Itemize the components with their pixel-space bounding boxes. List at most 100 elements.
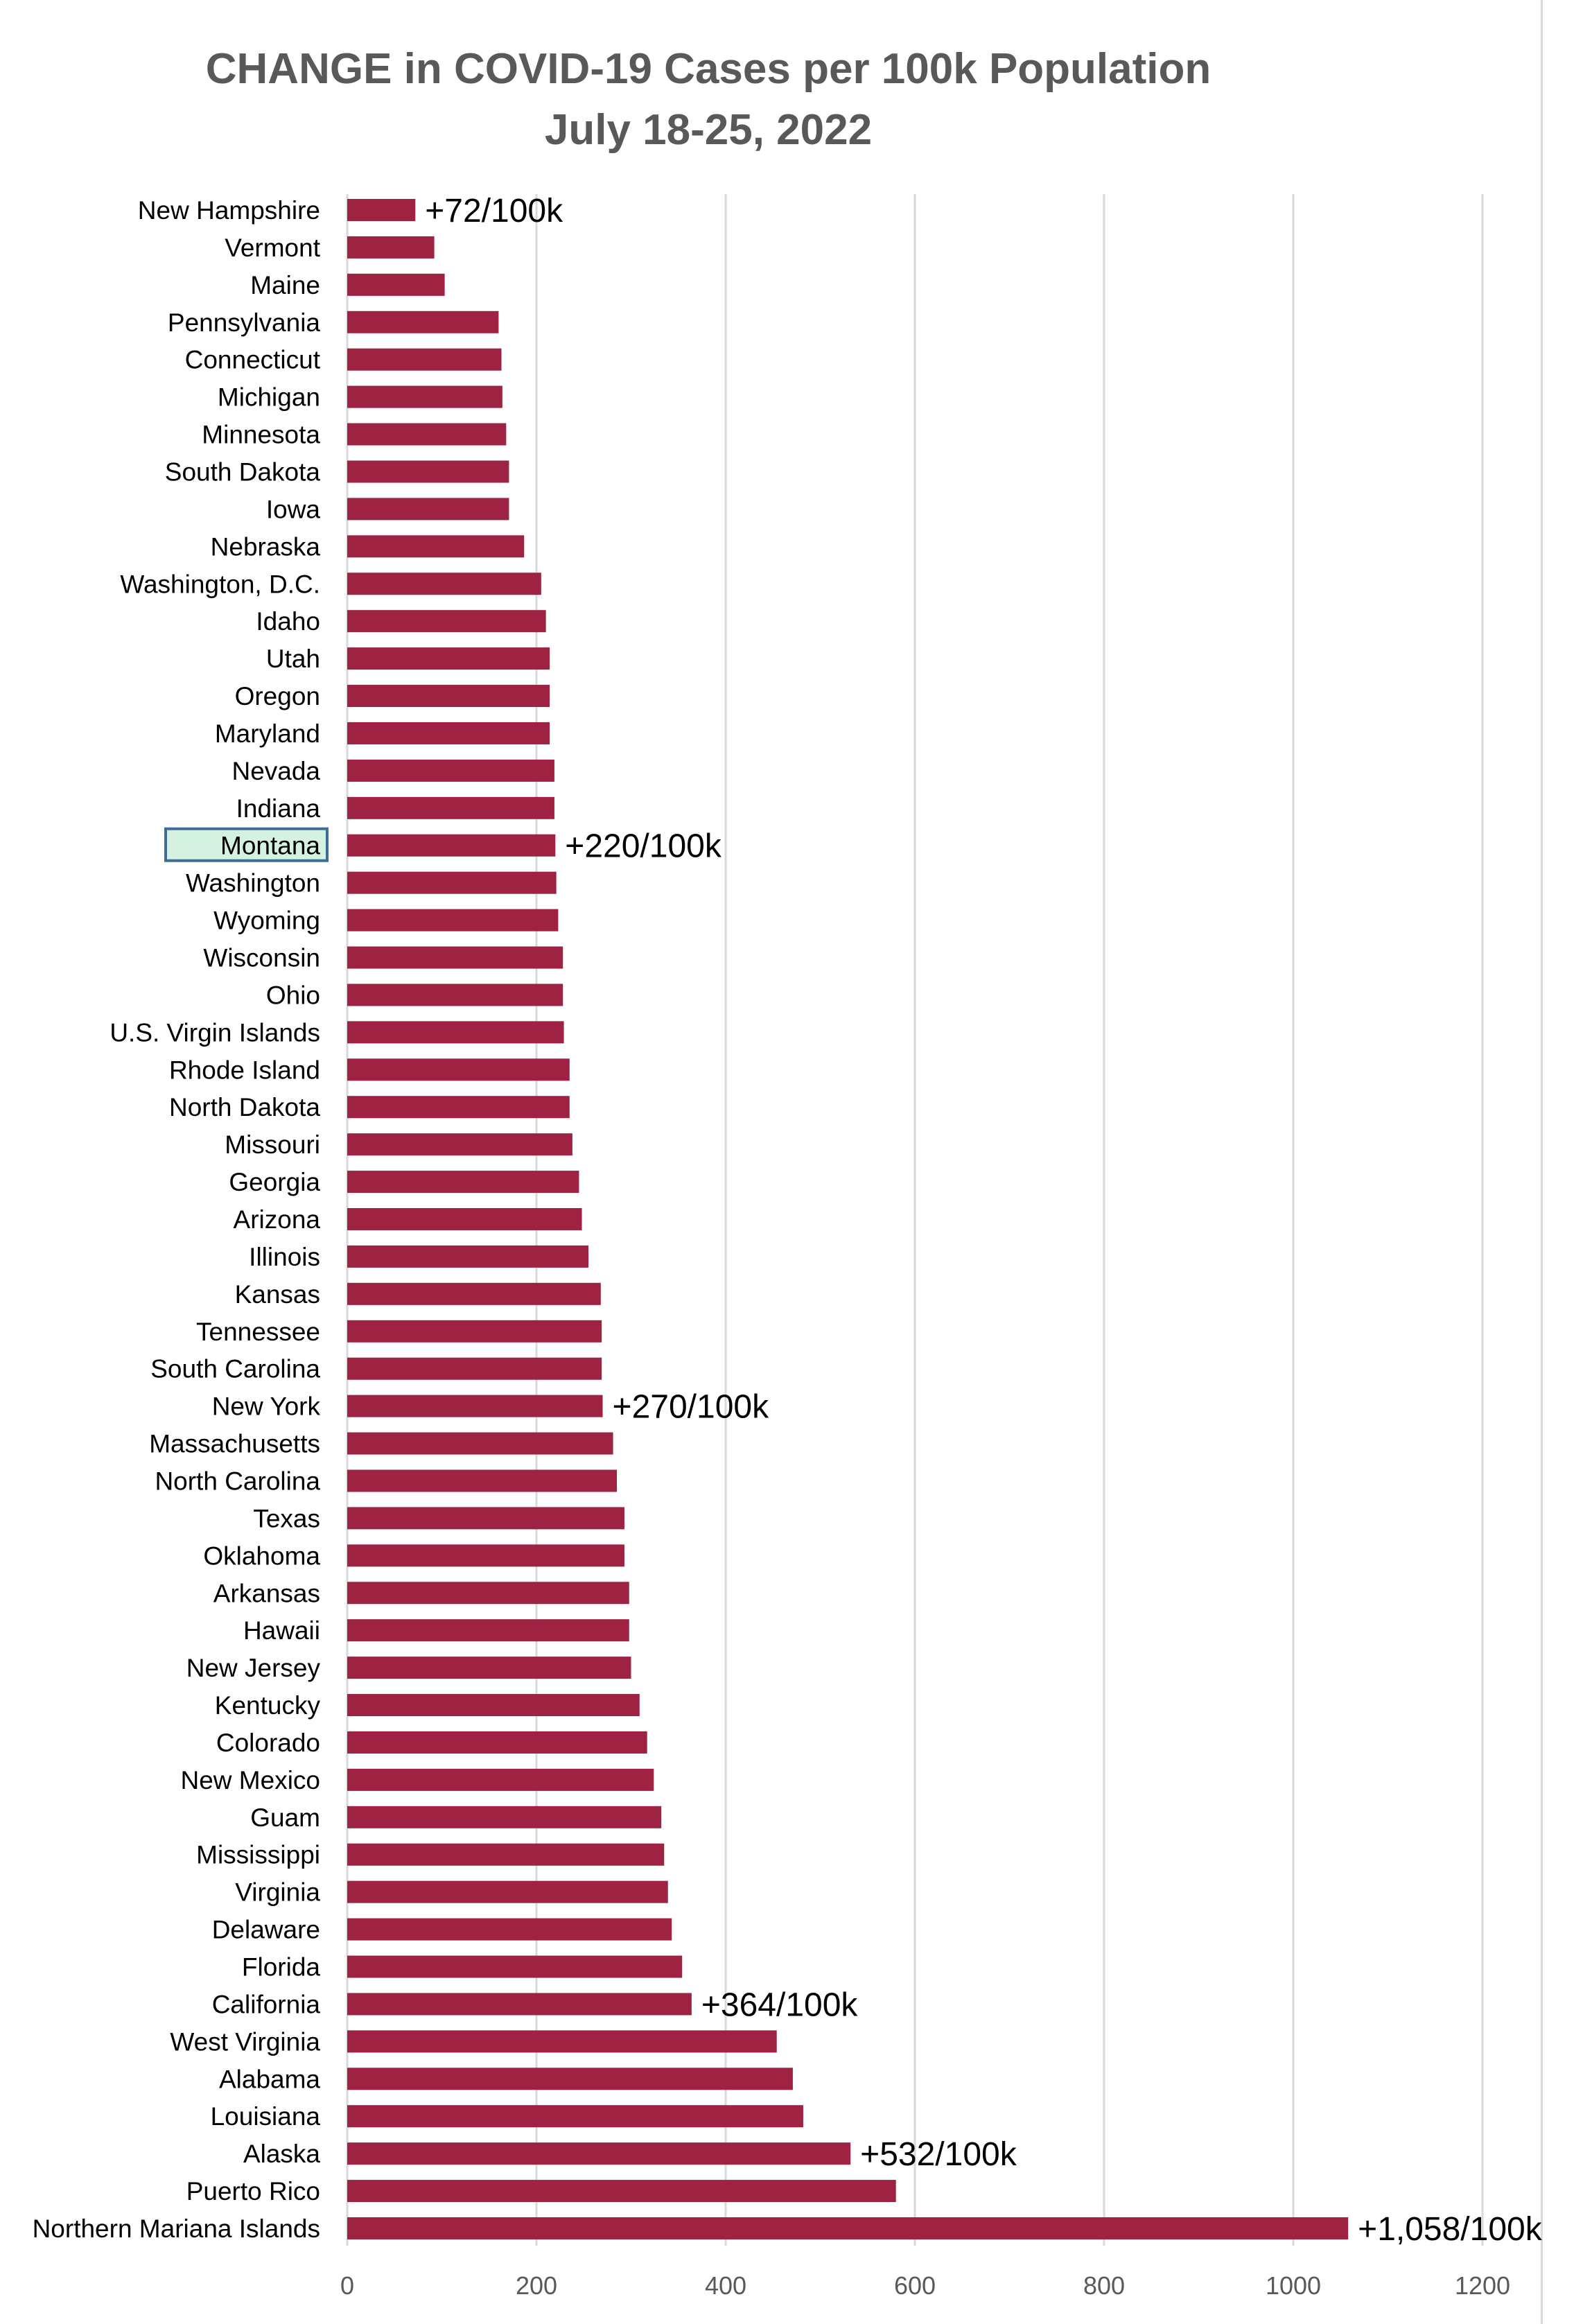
bar: [347, 1768, 654, 1791]
bar: [347, 1731, 647, 1754]
category-label: New Mexico: [181, 1766, 321, 1794]
category-label: Colorado: [216, 1729, 320, 1757]
bar: [347, 273, 445, 296]
bar: [347, 2180, 896, 2203]
bar: [347, 236, 435, 259]
category-label: Nevada: [231, 757, 320, 785]
bar: [347, 759, 554, 782]
bar: [347, 1880, 668, 1903]
category-label: Maryland: [215, 719, 320, 748]
category-label: California: [212, 1990, 321, 2018]
category-label: Guam: [250, 1803, 320, 1832]
bar: [347, 1133, 572, 1156]
x-tick-label: 400: [705, 2271, 746, 2300]
category-label: North Dakota: [169, 1093, 320, 1121]
bar: [347, 685, 550, 708]
category-label: Missouri: [225, 1130, 320, 1159]
bar: [347, 834, 556, 857]
bar: [347, 1544, 624, 1567]
category-label: Mississippi: [196, 1841, 320, 1869]
data-label: +364/100k: [701, 1986, 859, 2023]
bar: [347, 1395, 603, 1417]
bar: [347, 2217, 1349, 2239]
category-label: Texas: [253, 1504, 320, 1532]
category-label: Puerto Rico: [186, 2177, 320, 2205]
category-label: Utah: [266, 645, 320, 673]
x-tick-label: 1000: [1266, 2271, 1321, 2300]
x-tick-label: 600: [894, 2271, 936, 2300]
category-label: New Hampshire: [138, 196, 320, 225]
category-label: Hawaii: [243, 1616, 320, 1645]
bar: [347, 1582, 629, 1605]
category-label: Indiana: [236, 794, 321, 823]
category-label: South Dakota: [165, 457, 321, 486]
bar: [347, 1320, 602, 1343]
category-label: Washington, D.C.: [120, 570, 320, 598]
bar: [347, 1096, 570, 1119]
bar: [347, 1208, 582, 1230]
highlight-box: [164, 827, 329, 862]
bar: [347, 796, 554, 819]
category-label: Tennessee: [196, 1318, 320, 1346]
category-label: Florida: [242, 1953, 321, 1982]
category-label: Alabama: [219, 2065, 320, 2093]
data-label: +72/100k: [425, 193, 563, 229]
bar: [347, 1918, 672, 1941]
bar: [347, 1806, 662, 1828]
bar: [347, 1955, 683, 1978]
chart-title: CHANGE in COVID-19 Cases per 100k Popula…: [206, 45, 1212, 93]
category-label: Oregon: [235, 682, 320, 710]
bar: [347, 2030, 777, 2053]
data-label: +270/100k: [613, 1389, 770, 1426]
x-axis-ticks: 0 200 400 600 800 1000 1200: [340, 2271, 1510, 2300]
category-label: South Carolina: [150, 1355, 320, 1383]
bar: [347, 610, 546, 633]
bar: [347, 1657, 631, 1679]
category-label: Oklahoma: [203, 1541, 320, 1570]
category-label: Massachusetts: [149, 1430, 320, 1458]
bars: [347, 199, 1349, 2239]
category-label: Alaska: [243, 2140, 320, 2168]
category-label: Maine: [250, 271, 320, 299]
bar: [347, 984, 563, 1006]
category-label: Kentucky: [215, 1691, 321, 1720]
category-label: New York: [212, 1392, 321, 1421]
x-tick-label: 1200: [1455, 2271, 1510, 2300]
bar: [347, 1171, 579, 1194]
bar: [347, 2142, 851, 2165]
category-labels: New Hampshire Vermont Maine Pennsylvania Con…: [33, 196, 321, 2243]
category-label: Arkansas: [213, 1579, 320, 1607]
data-labels: +72/100k +220/100k +270/100k +364/100k +532/…: [425, 193, 1542, 2248]
x-tick-label: 0: [340, 2271, 354, 2300]
bar: [347, 498, 509, 521]
bar: [347, 348, 502, 371]
bar: [347, 385, 502, 408]
bar: [347, 1469, 618, 1492]
bar: [347, 460, 509, 483]
category-label: Iowa: [266, 495, 321, 523]
bar: [347, 535, 525, 558]
category-label: Ohio: [266, 981, 320, 1009]
bar: [347, 1619, 629, 1642]
bar: [347, 1694, 640, 1717]
chart-frame: CHANGE in COVID-19 Cases per 100k Popula…: [33, 0, 1543, 2324]
bar: [347, 2068, 793, 2090]
bar: [347, 1843, 665, 1866]
bar: [347, 647, 550, 670]
category-label: Nebraska: [211, 532, 321, 561]
category-label: Virginia: [235, 1878, 320, 1907]
category-label: U.S. Virgin Islands: [110, 1018, 320, 1047]
category-label: Idaho: [256, 607, 320, 636]
category-label: West Virginia: [170, 2027, 320, 2056]
bar: [347, 573, 541, 595]
highlight-layer: [164, 827, 329, 862]
category-label: Arizona: [234, 1205, 321, 1234]
category-label: Washington: [186, 869, 320, 898]
data-label: +532/100k: [860, 2136, 1017, 2173]
bar: [347, 199, 416, 221]
bar: [347, 1357, 602, 1380]
category-label: Kansas: [235, 1280, 320, 1309]
category-label: Pennsylvania: [168, 308, 321, 337]
bar: [347, 946, 563, 969]
